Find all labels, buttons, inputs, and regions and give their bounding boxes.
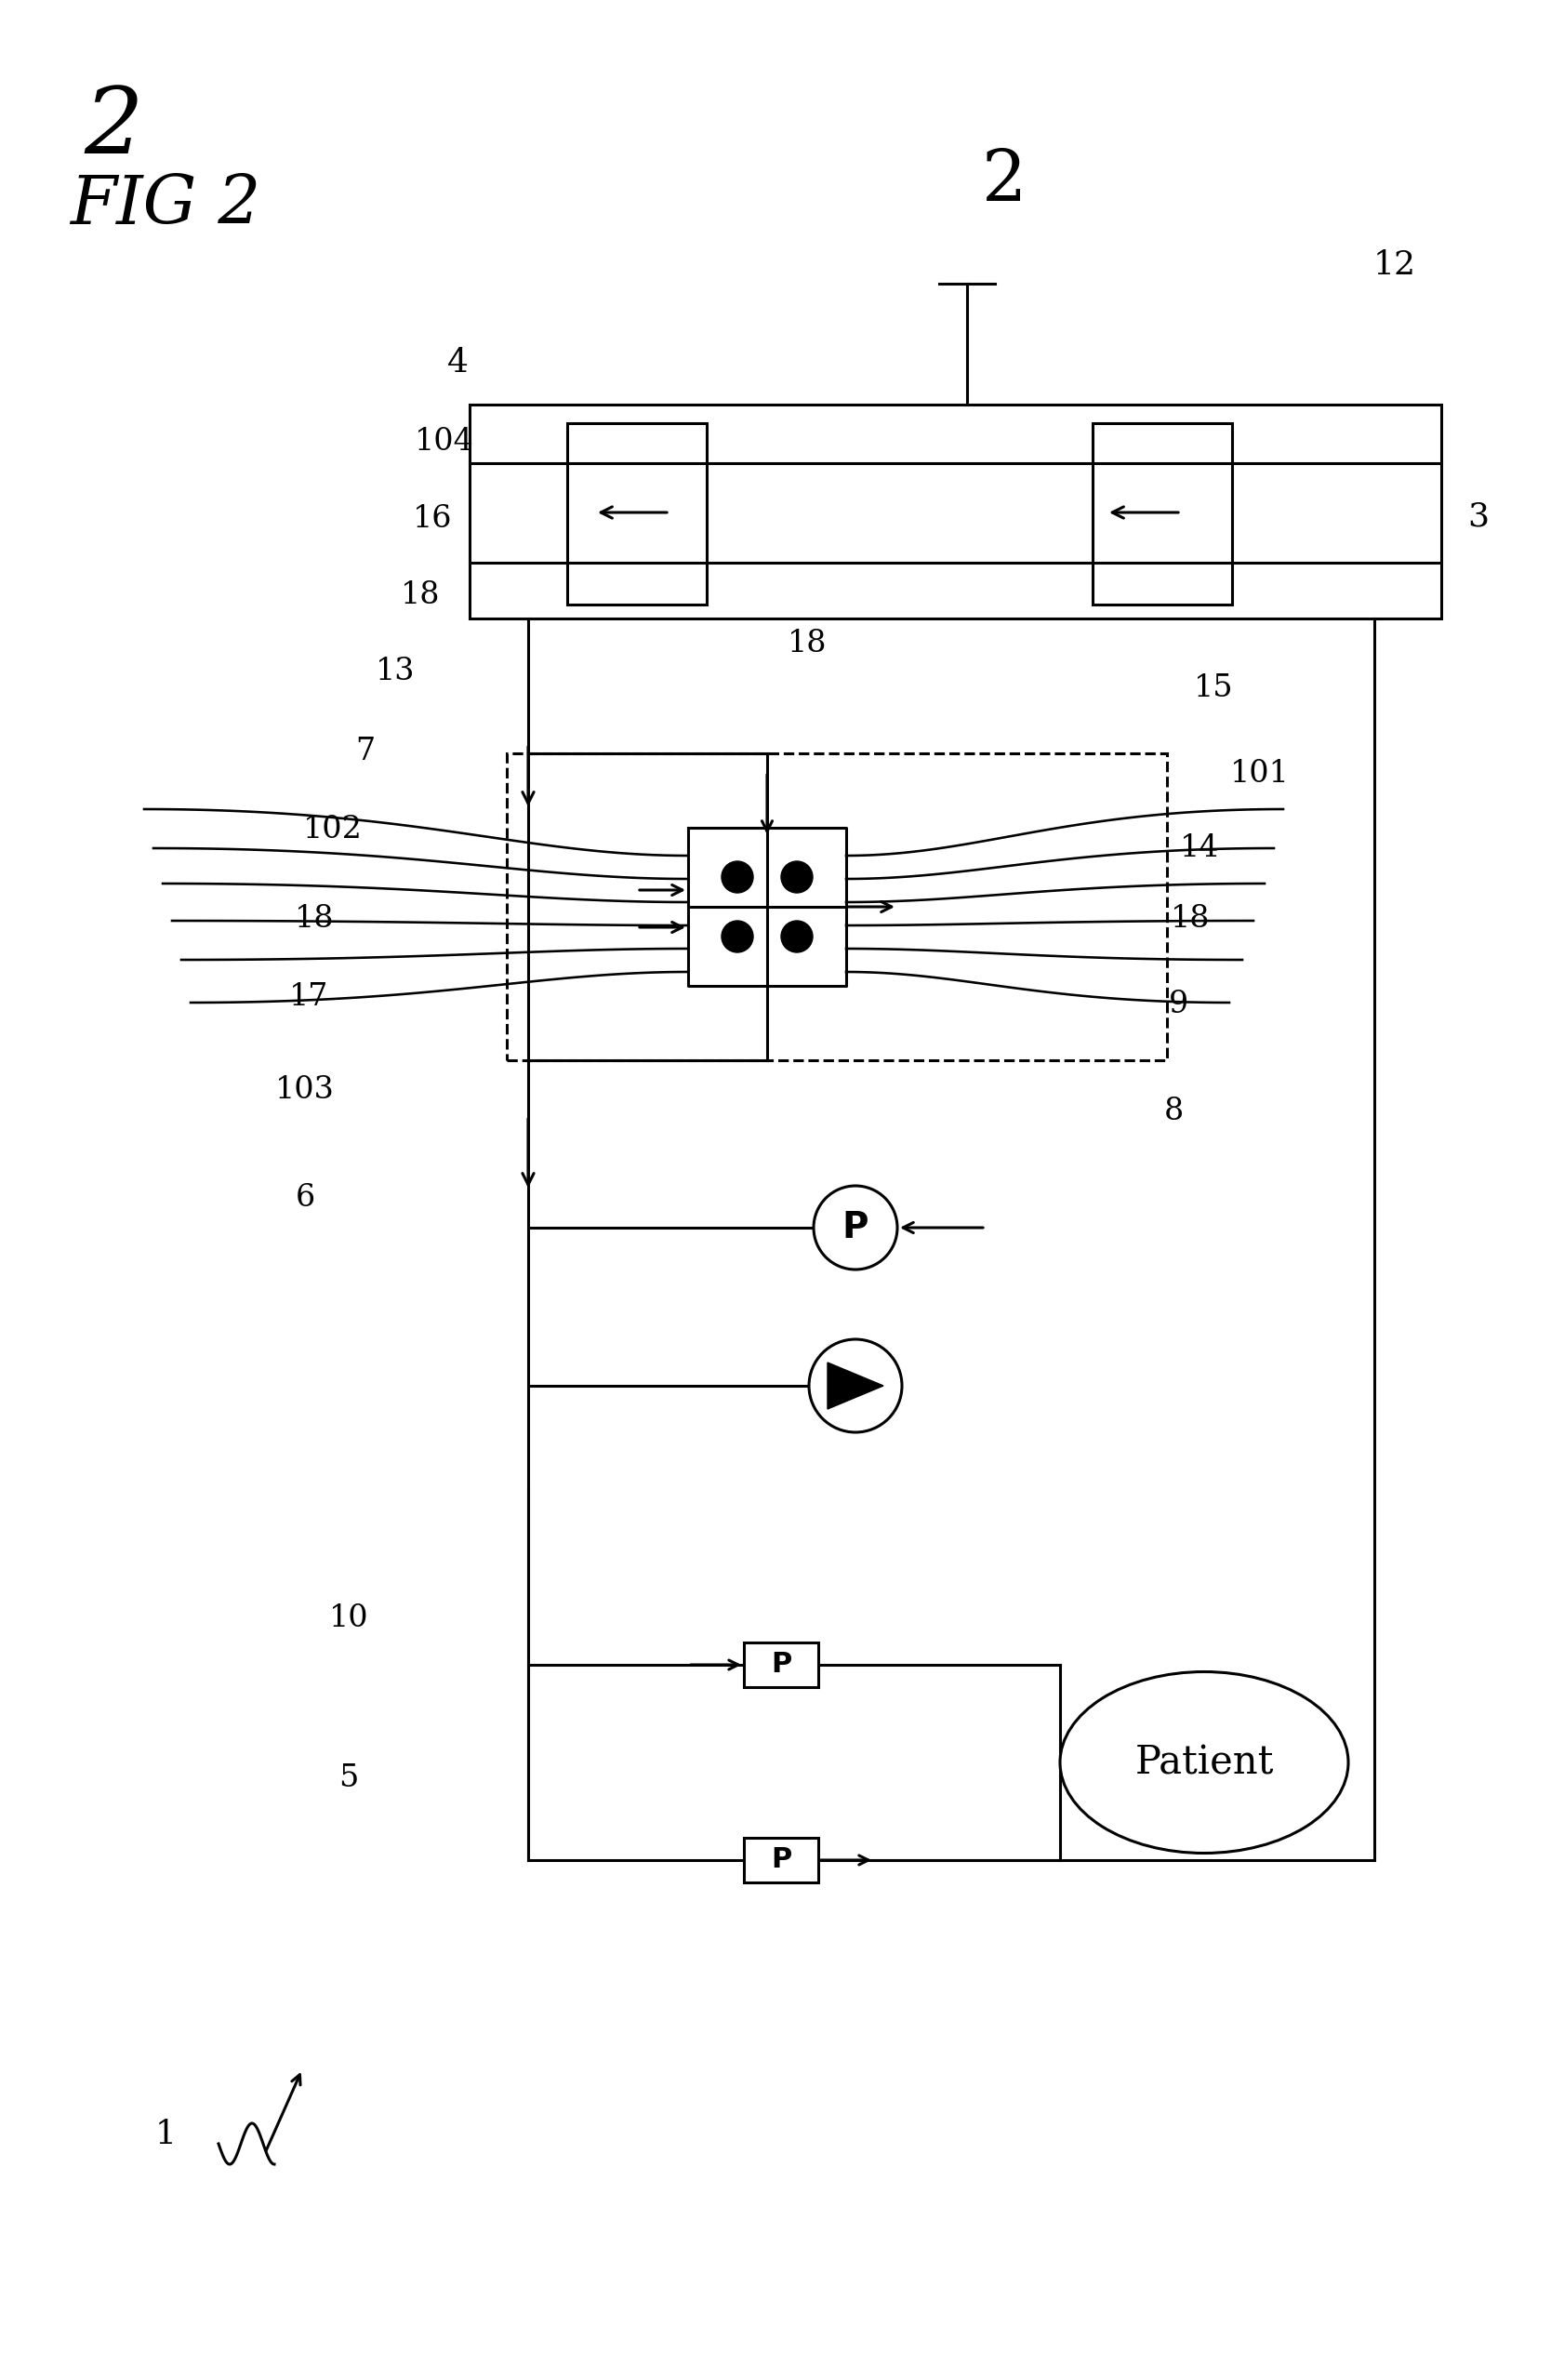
Bar [744, 1642, 818, 1687]
Text: P: P [841, 1209, 868, 1245]
Text: 10: 10 [328, 1604, 369, 1633]
Text: 2: 2 [982, 148, 1028, 217]
Text: 17: 17 [289, 983, 328, 1012]
Text: P: P [771, 1847, 791, 1873]
Text: 7: 7 [355, 735, 375, 766]
Polygon shape [827, 1361, 884, 1409]
Text: 12: 12 [1373, 250, 1415, 281]
Text: 102: 102 [303, 814, 363, 845]
Text: 104: 104 [414, 426, 474, 457]
Text: 8: 8 [1164, 1097, 1184, 1126]
Text: 101: 101 [1231, 759, 1290, 788]
Circle shape [809, 1340, 902, 1433]
Text: 13: 13 [375, 657, 414, 685]
Text: P: P [771, 1652, 791, 1678]
Circle shape [721, 862, 754, 892]
Text: 18: 18 [1170, 904, 1211, 933]
Bar [507, 754, 1167, 1059]
Circle shape [780, 921, 813, 952]
Bar [744, 1837, 818, 1883]
Text: 14: 14 [1179, 833, 1220, 864]
Bar [568, 424, 707, 605]
Ellipse shape [1060, 1671, 1348, 1854]
Text: 18: 18 [400, 581, 439, 609]
Text: 9: 9 [1170, 990, 1189, 1019]
Text: 16: 16 [413, 505, 452, 533]
Circle shape [721, 921, 754, 952]
Text: 2: 2 [84, 83, 142, 171]
Text: 18: 18 [787, 628, 827, 659]
Text: 103: 103 [275, 1076, 335, 1104]
Text: 4: 4 [447, 347, 468, 378]
Text: 3: 3 [1467, 500, 1489, 533]
Bar [469, 405, 1442, 619]
Text: FIG 2: FIG 2 [70, 171, 261, 238]
Text: 6: 6 [296, 1183, 314, 1214]
Text: Patient: Patient [1135, 1742, 1273, 1783]
Circle shape [780, 862, 813, 892]
Text: 18: 18 [294, 904, 335, 933]
Text: 5: 5 [339, 1764, 358, 1792]
Text: 1: 1 [155, 2118, 177, 2149]
Bar [1093, 424, 1232, 605]
Circle shape [813, 1185, 898, 1269]
Text: 15: 15 [1193, 674, 1234, 702]
